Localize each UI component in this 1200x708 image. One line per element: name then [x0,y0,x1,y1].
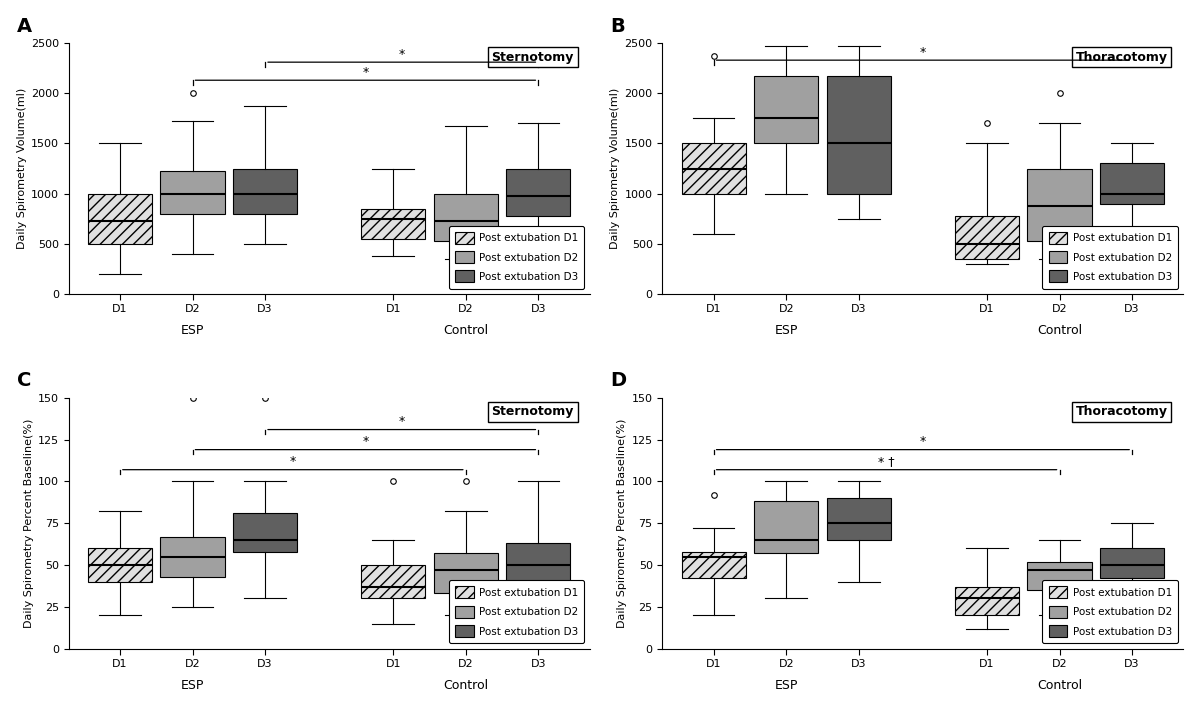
Bar [433,193,498,241]
Bar [755,501,818,553]
Text: *: * [919,435,926,448]
Bar [161,537,224,577]
Text: Control: Control [443,679,488,692]
Bar [1027,169,1092,241]
Y-axis label: Daily Spirometry Percent Baseline(%): Daily Spirometry Percent Baseline(%) [618,418,628,628]
Bar [506,169,570,216]
Y-axis label: Daily Spirometry Volume(ml): Daily Spirometry Volume(ml) [17,88,26,249]
Bar [1100,548,1164,578]
Bar [233,513,298,552]
Legend: Post extubation D1, Post extubation D2, Post extubation D3: Post extubation D1, Post extubation D2, … [449,581,584,644]
Bar [955,216,1019,259]
Text: Control: Control [443,324,488,337]
Text: Sternotomy: Sternotomy [492,51,574,64]
Text: B: B [611,16,625,35]
Text: *: * [919,46,926,59]
Bar [88,548,152,582]
Bar [433,553,498,593]
Legend: Post extubation D1, Post extubation D2, Post extubation D3: Post extubation D1, Post extubation D2, … [449,226,584,289]
Text: * †: * † [878,455,895,468]
Bar [1100,164,1164,204]
Text: A: A [17,16,31,35]
Text: ESP: ESP [181,324,204,337]
Text: Thoracotomy: Thoracotomy [1075,405,1168,418]
Bar [161,171,224,214]
Text: *: * [398,48,404,61]
Text: Control: Control [1037,679,1082,692]
Text: *: * [362,66,368,79]
Legend: Post extubation D1, Post extubation D2, Post extubation D3: Post extubation D1, Post extubation D2, … [1043,226,1178,289]
Text: Control: Control [1037,324,1082,337]
Text: Sternotomy: Sternotomy [492,405,574,418]
Bar [88,193,152,244]
Bar [682,552,745,578]
Text: D: D [611,371,626,390]
Bar [361,565,425,598]
Bar [233,169,298,214]
Text: *: * [398,415,404,428]
Text: ESP: ESP [774,324,798,337]
Bar [1027,561,1092,590]
Bar [955,587,1019,615]
Bar [827,498,890,540]
Text: *: * [289,455,296,468]
Bar [682,144,745,193]
Text: C: C [17,371,31,390]
Legend: Post extubation D1, Post extubation D2, Post extubation D3: Post extubation D1, Post extubation D2, … [1043,581,1178,644]
Text: ESP: ESP [181,679,204,692]
Text: ESP: ESP [774,679,798,692]
Bar [827,76,890,193]
Text: *: * [362,435,368,448]
Text: Thoracotomy: Thoracotomy [1075,51,1168,64]
Y-axis label: Daily Spirometry Volume(ml): Daily Spirometry Volume(ml) [611,88,620,249]
Bar [506,543,570,582]
Bar [361,209,425,239]
Y-axis label: Daily Spirometry Percent Baseline(%): Daily Spirometry Percent Baseline(%) [24,418,34,628]
Bar [755,76,818,144]
